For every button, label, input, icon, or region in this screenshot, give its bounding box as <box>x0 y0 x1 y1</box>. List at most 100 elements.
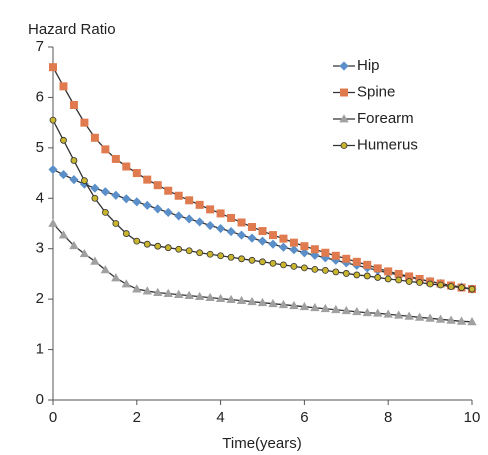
marker <box>174 289 184 299</box>
marker <box>321 248 330 257</box>
y-tick-label: 6 <box>36 88 44 105</box>
marker <box>289 238 298 247</box>
marker <box>426 280 434 288</box>
marker <box>163 207 173 217</box>
x-tick-label: 8 <box>384 409 392 426</box>
marker <box>384 267 393 276</box>
marker <box>269 259 277 267</box>
marker <box>437 281 444 289</box>
marker <box>69 240 79 250</box>
x-tick-label: 4 <box>216 409 224 426</box>
legend-label: Hip <box>357 57 380 74</box>
marker <box>300 242 309 251</box>
marker <box>268 231 277 240</box>
marker <box>132 169 141 178</box>
marker <box>280 261 287 269</box>
marker <box>435 314 446 323</box>
marker <box>216 223 226 234</box>
marker <box>414 312 425 321</box>
marker <box>205 292 215 302</box>
marker <box>363 260 372 269</box>
y-tick-label: 3 <box>36 240 44 257</box>
y-tick-label: 1 <box>36 341 44 358</box>
marker <box>122 230 130 237</box>
marker <box>289 300 299 310</box>
marker <box>206 205 215 214</box>
marker <box>236 230 247 240</box>
marker <box>100 265 111 274</box>
marker <box>268 298 278 308</box>
marker <box>353 271 361 279</box>
marker <box>101 145 110 154</box>
x-tick-label: 0 <box>49 409 57 426</box>
marker <box>237 218 246 227</box>
marker <box>90 256 100 265</box>
marker <box>142 286 152 295</box>
marker <box>278 242 289 252</box>
marker <box>48 218 58 227</box>
marker <box>69 100 78 109</box>
marker <box>236 295 247 305</box>
marker <box>79 248 90 258</box>
marker <box>185 196 194 205</box>
marker <box>184 290 194 300</box>
marker <box>362 307 372 317</box>
legend-label: Spine <box>357 83 395 100</box>
marker <box>248 256 256 264</box>
marker <box>143 240 151 248</box>
marker <box>373 264 382 273</box>
marker <box>394 269 403 278</box>
marker <box>215 293 226 303</box>
marker <box>446 315 456 324</box>
marker <box>153 204 163 214</box>
x-tick-label: 2 <box>133 409 141 426</box>
marker <box>111 190 121 200</box>
marker <box>69 175 79 185</box>
marker <box>164 244 172 252</box>
marker <box>175 245 183 253</box>
y-tick-label: 0 <box>36 391 44 408</box>
marker <box>405 278 413 285</box>
marker <box>48 164 58 175</box>
legend-label: Humerus <box>357 136 418 153</box>
marker <box>111 154 120 163</box>
marker <box>101 209 109 216</box>
marker <box>468 285 476 293</box>
marker <box>321 266 329 274</box>
marker <box>154 242 162 250</box>
marker <box>226 294 236 304</box>
marker <box>278 299 289 309</box>
marker <box>447 283 455 290</box>
marker <box>320 303 331 313</box>
marker <box>185 247 193 255</box>
marker <box>310 302 320 312</box>
marker <box>395 276 403 284</box>
marker <box>393 310 404 319</box>
marker <box>247 233 257 243</box>
marker <box>70 157 78 164</box>
marker <box>331 251 340 260</box>
marker <box>58 170 69 180</box>
marker <box>143 175 152 184</box>
marker <box>132 197 142 207</box>
marker <box>257 297 268 307</box>
marker <box>133 237 141 245</box>
marker <box>310 245 319 254</box>
marker <box>467 317 477 326</box>
marker <box>290 262 298 270</box>
marker <box>163 288 173 297</box>
marker <box>122 162 131 171</box>
marker <box>121 194 131 204</box>
marker <box>257 236 268 246</box>
y-tick-label: 2 <box>36 290 44 307</box>
marker <box>268 239 278 249</box>
marker <box>216 209 225 218</box>
marker <box>227 213 236 222</box>
marker <box>49 116 57 124</box>
marker <box>174 211 184 221</box>
marker <box>153 287 163 296</box>
legend-marker <box>340 142 348 149</box>
marker <box>226 227 236 237</box>
marker <box>227 253 235 261</box>
